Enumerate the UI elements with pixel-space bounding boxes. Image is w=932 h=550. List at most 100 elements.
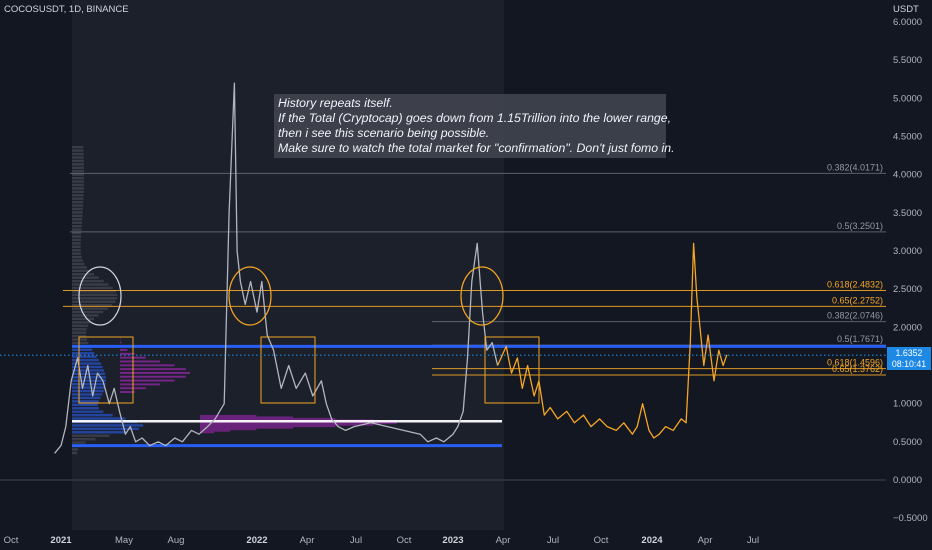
volume-profile-bar [72, 334, 87, 338]
note-line: then i see this scenario being possible. [278, 126, 490, 140]
price-tick-label: 1.0000 [893, 399, 922, 410]
volume-profile-bar [72, 173, 84, 176]
time-tick-label: Oct [594, 535, 609, 546]
volume-profile-bar [72, 451, 78, 455]
volume-profile-bar [72, 417, 126, 420]
price-tick-label: 3.5000 [893, 208, 922, 219]
volume-profile-bar [72, 224, 82, 228]
pattern-marks [78, 266, 540, 404]
price-tick-label: 6.0000 [893, 17, 922, 28]
volume-profile-bar [72, 403, 98, 406]
volume-profile-bar [72, 410, 104, 413]
history-shade-rect [72, 0, 504, 530]
volume-profile-lower-bar [200, 431, 215, 434]
volume-profile-bar [72, 228, 82, 231]
price-axis[interactable]: 6.0000 5.5000 5.0000 4.5000 4.0000 3.5000 3.00… [886, 0, 932, 550]
volume-profile-bar [72, 200, 84, 204]
time-tick-label: 2023 [442, 535, 463, 546]
time-axis[interactable]: Oct 2021 May Aug 2022 Apr Jul Oct 2023 Apr Jul Oct 2… [0, 530, 932, 550]
fib-label: 0.5(1.7671) [837, 334, 883, 344]
volume-profile-bar [72, 194, 84, 197]
current-price-value: 1.6352 [895, 348, 923, 358]
volume-profile-lower-bar [200, 417, 336, 420]
volume-profile-bar [72, 235, 82, 238]
volume-profile-bar [72, 238, 81, 242]
volume-profile-bar [72, 379, 107, 382]
volume-profile-bar [72, 145, 84, 149]
time-tick-label: Jul [747, 535, 759, 546]
volume-profile-lower-bar [200, 424, 374, 426]
volume-profile-lower-bar [200, 428, 257, 431]
volume-profile-bar [72, 266, 87, 269]
volume-profile-bar [72, 166, 84, 169]
volume-profile-bar [72, 197, 84, 200]
time-tick-label: Oct [397, 535, 412, 546]
volume-profile-bar [72, 180, 84, 183]
price-tick-label: 5.5000 [893, 55, 922, 66]
volume-profile-bar [72, 152, 84, 156]
volume-profile-poc-bar [120, 364, 175, 367]
volume-profile-bar [72, 262, 85, 266]
volume-profile-bar [72, 338, 88, 341]
time-tick-label: Apr [496, 535, 511, 546]
price-series [54, 82, 728, 454]
price-tick-label: 0.0000 [893, 475, 922, 486]
current-price-tag: 1.6352 08:10:41 [887, 347, 931, 370]
volume-profile-bar [72, 400, 99, 403]
volume-profile-lower-bar [200, 427, 294, 429]
volume-profile-bar [72, 149, 84, 152]
volume-profile-bar [72, 321, 91, 324]
volume-profile-poc-bar [120, 375, 186, 378]
note-line: Make sure to watch the total market for … [278, 141, 675, 155]
time-tick-label: 2021 [50, 535, 72, 546]
volume-profile-poc-bar [120, 383, 160, 386]
volume-profile-bar [72, 249, 81, 252]
volume-profile-bar [72, 362, 101, 365]
projection-line [497, 242, 728, 439]
volume-profile-poc-bar [120, 371, 190, 374]
volume-profile-bar [72, 293, 118, 297]
history-shade [72, 0, 504, 530]
volume-profile-poc-bar [120, 391, 135, 394]
volume-profile-bar [72, 431, 126, 434]
fib-label: 0.618(1.4596) [827, 358, 883, 368]
volume-profile-bar [72, 218, 83, 221]
price-line [54, 82, 499, 454]
volume-profile-bar [72, 190, 84, 194]
volume-profile-bar [72, 214, 83, 218]
volume-profile-bar [72, 283, 109, 286]
volume-profile-bar [72, 207, 83, 211]
volume-profile-poc-bar [120, 379, 175, 382]
volume-profile-lower-bar [200, 430, 231, 432]
volume-profile-bar [72, 352, 95, 355]
volume-profile-bar [72, 424, 144, 427]
volume-profile-bar [72, 245, 81, 248]
fib-label: 0.382(4.0171) [827, 162, 883, 172]
volume-profile-poc-bar [120, 360, 160, 363]
text-note[interactable]: History repeats itself. If the Total (Cr… [274, 94, 675, 158]
time-tick-label: Aug [168, 535, 185, 546]
volume-profile-bar [72, 393, 103, 396]
volume-profile-bar [72, 187, 84, 190]
volume-profile-bar [72, 255, 82, 259]
volume-profile-bar [72, 176, 84, 180]
volume-profile-bar [72, 259, 83, 262]
volume-profile-bar [72, 389, 104, 393]
volume-profile-bar [72, 324, 89, 327]
price-tick-label: 4.0000 [893, 170, 922, 181]
volume-profile-bar [72, 348, 93, 352]
volume-profile-lower-bar [200, 425, 336, 428]
volume-profile-bar [72, 204, 84, 207]
price-tick-label: 2.0000 [893, 322, 922, 333]
fib-labels: 0.382(4.0171) 0.5(3.2501) 0.618(2.4832) 0.6… [827, 162, 883, 374]
pattern-circle [78, 266, 122, 326]
volume-profile-bar [72, 437, 96, 441]
volume-profile-bar [72, 231, 82, 235]
volume-profile-bar [72, 314, 99, 317]
volume-profile-bar [72, 310, 104, 314]
horizontal-levels [72, 344, 886, 448]
price-tick-label: 0.5000 [893, 437, 922, 448]
volume-profile-bar [72, 269, 91, 273]
time-tick-label: 2022 [246, 535, 267, 546]
